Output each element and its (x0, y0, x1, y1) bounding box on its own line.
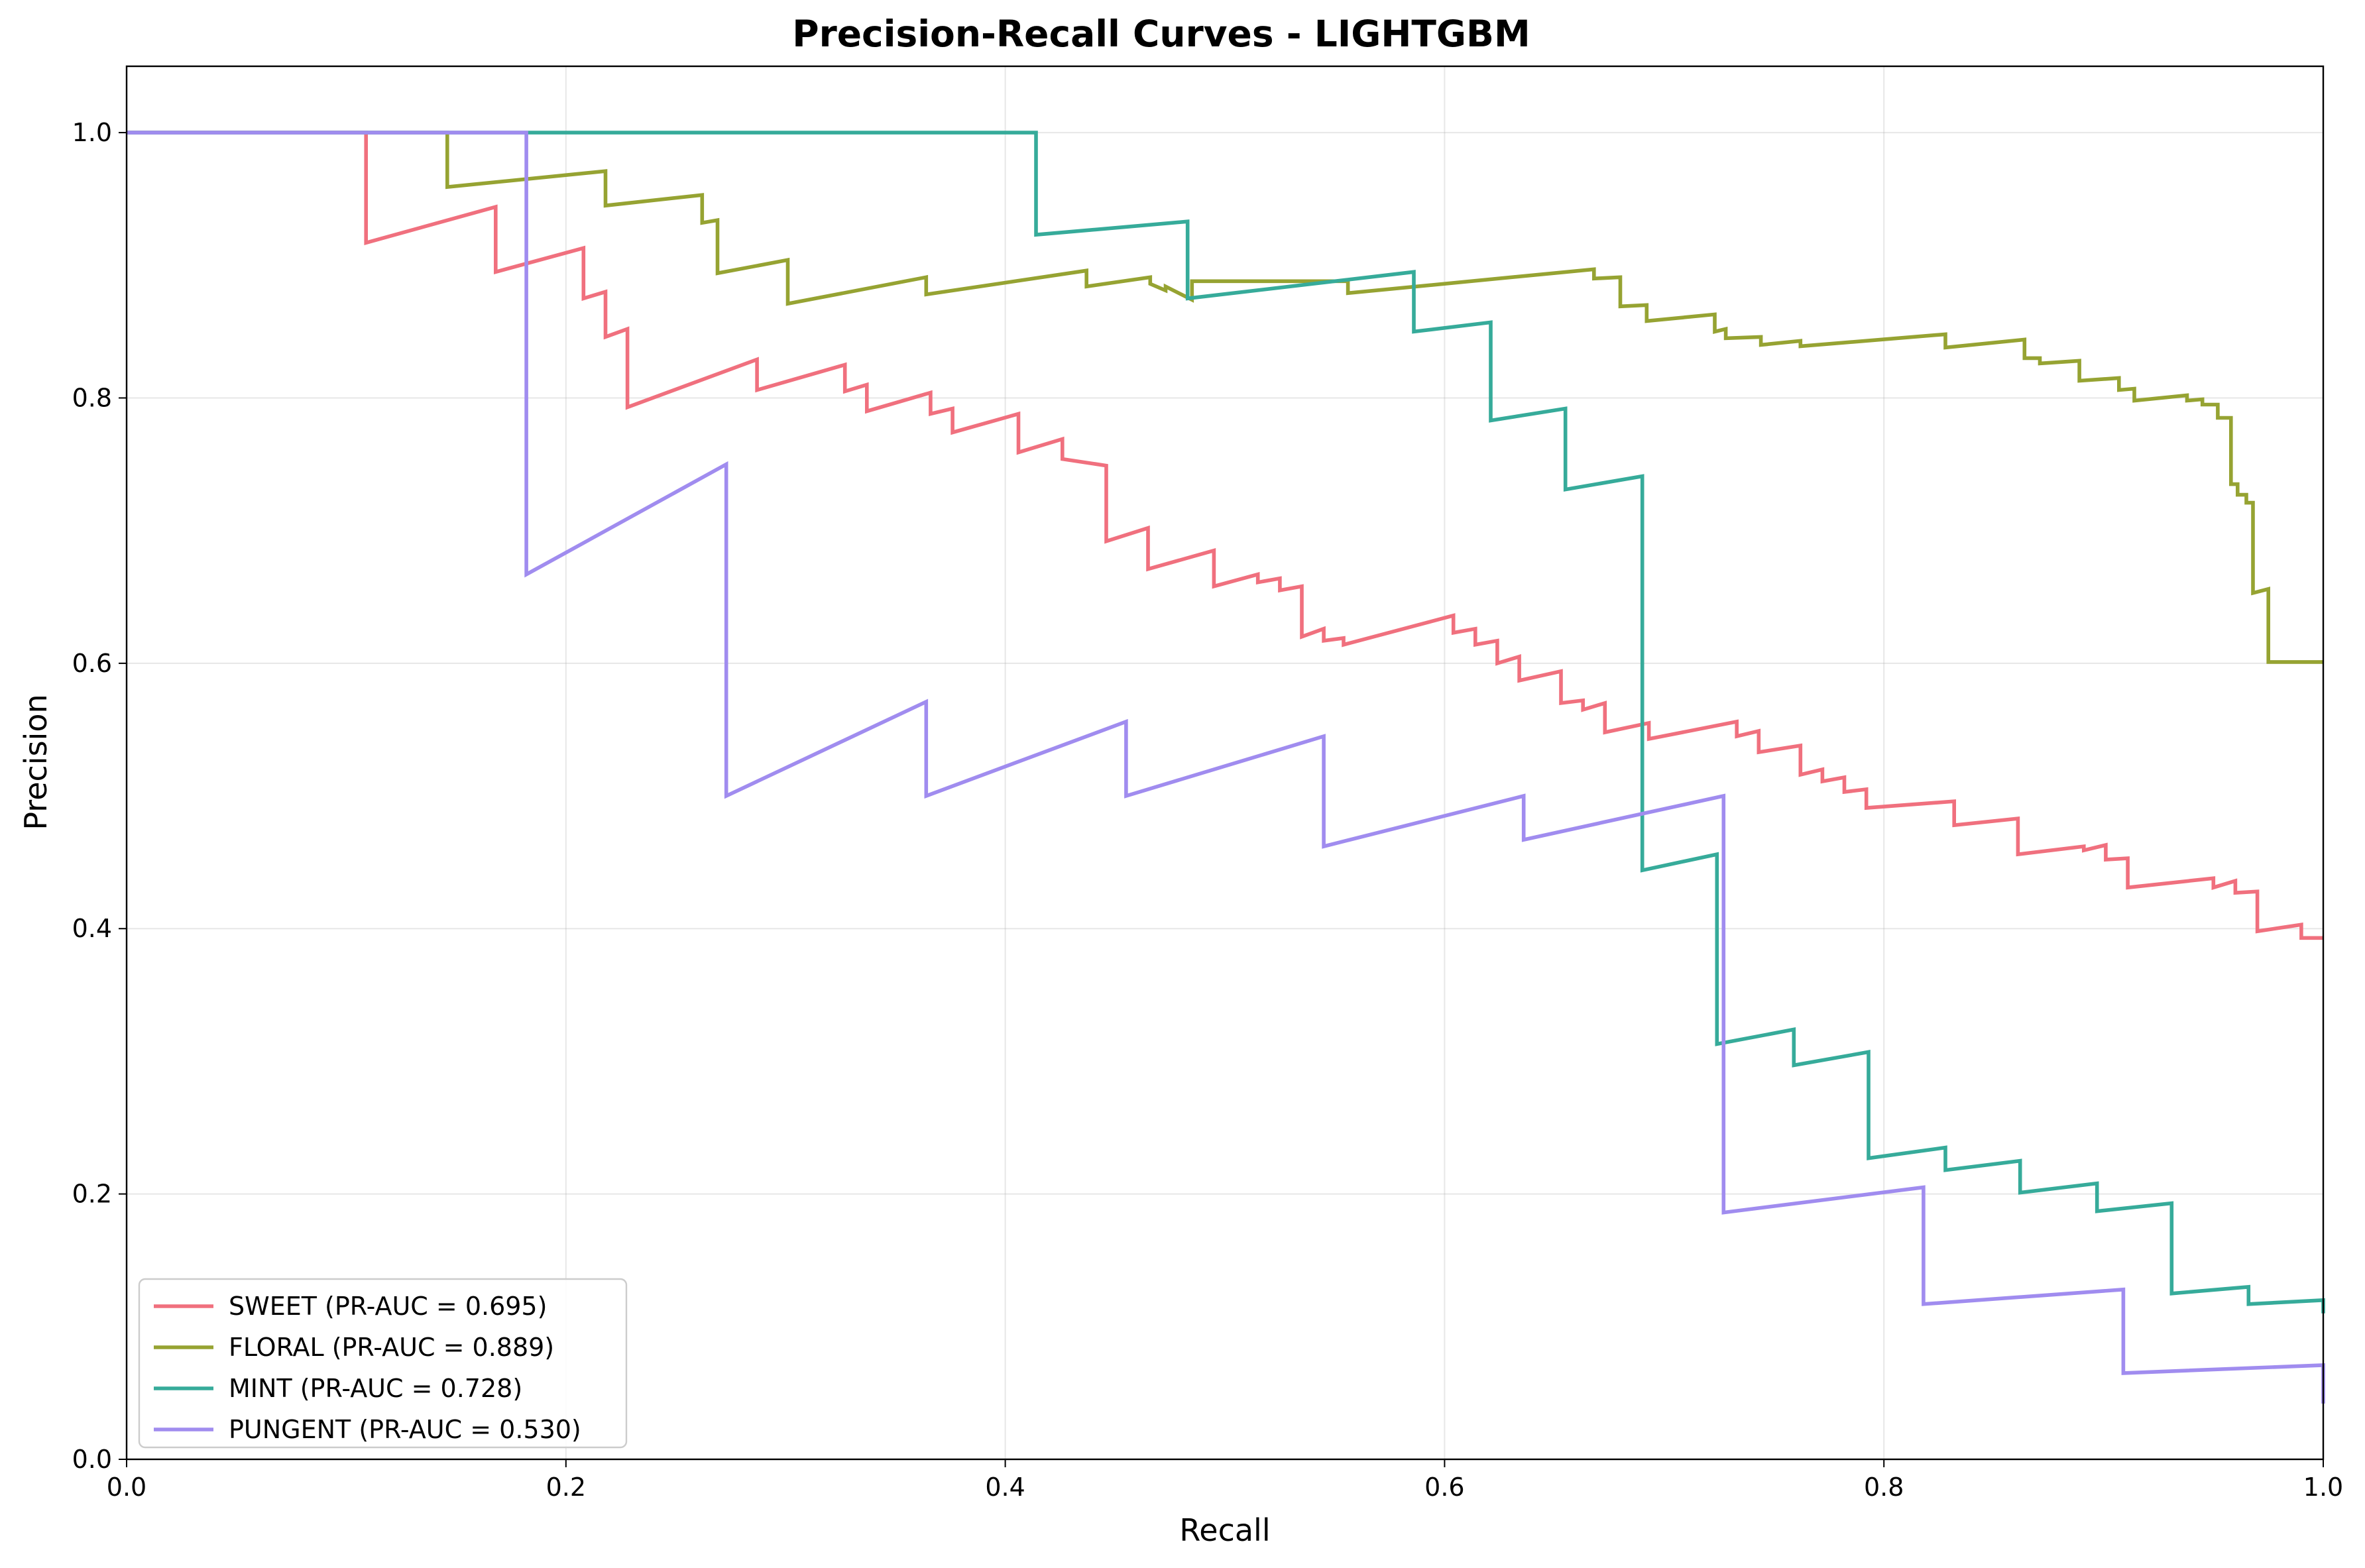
x-tick-label: 0.0 (107, 1473, 146, 1502)
chart-title: Precision-Recall Curves - LIGHTGBM (792, 13, 1530, 55)
y-tick-label: 1.0 (72, 118, 112, 147)
axis-ticks: 0.0 0.2 0.4 0.6 0.8 1.0 0.0 0.2 0.4 0.6 0.8 1.0 (72, 118, 2344, 1502)
grid (126, 66, 2324, 1460)
y-tick-label: 0.0 (72, 1445, 112, 1474)
y-axis-label: Precision (18, 694, 54, 830)
y-tick-label: 0.2 (72, 1180, 112, 1209)
series-line-floral (127, 131, 2323, 664)
legend-box (138, 1278, 628, 1449)
x-tick-label: 1.0 (2303, 1473, 2343, 1502)
y-tick-label: 0.8 (72, 383, 112, 412)
legend-label-mint: MINT (PR-AUC = 0.728) (229, 1374, 522, 1403)
x-tick-label: 0.6 (1424, 1473, 1464, 1502)
y-tick-label: 0.6 (72, 649, 112, 678)
x-tick-label: 0.4 (985, 1473, 1025, 1502)
x-tick-label: 0.8 (1864, 1473, 1904, 1502)
series-line-pungent (127, 131, 2325, 1404)
legend-label-pungent: PUNGENT (PR-AUC = 0.530) (229, 1415, 581, 1444)
series-line-sweet (127, 131, 2323, 940)
series-lines (127, 131, 2325, 1404)
x-tick-label: 0.2 (546, 1473, 586, 1502)
series-line-mint (127, 131, 2325, 1314)
plot-frame (125, 65, 2325, 1461)
legend-label-sweet: SWEET (PR-AUC = 0.695) (229, 1292, 547, 1321)
legend: SWEET (PR-AUC = 0.695) FLORAL (PR-AUC = 0… (138, 1278, 628, 1449)
y-tick-label: 0.4 (72, 914, 112, 943)
x-axis-label: Recall (1179, 1512, 1270, 1548)
legend-label-floral: FLORAL (PR-AUC = 0.889) (229, 1333, 554, 1362)
